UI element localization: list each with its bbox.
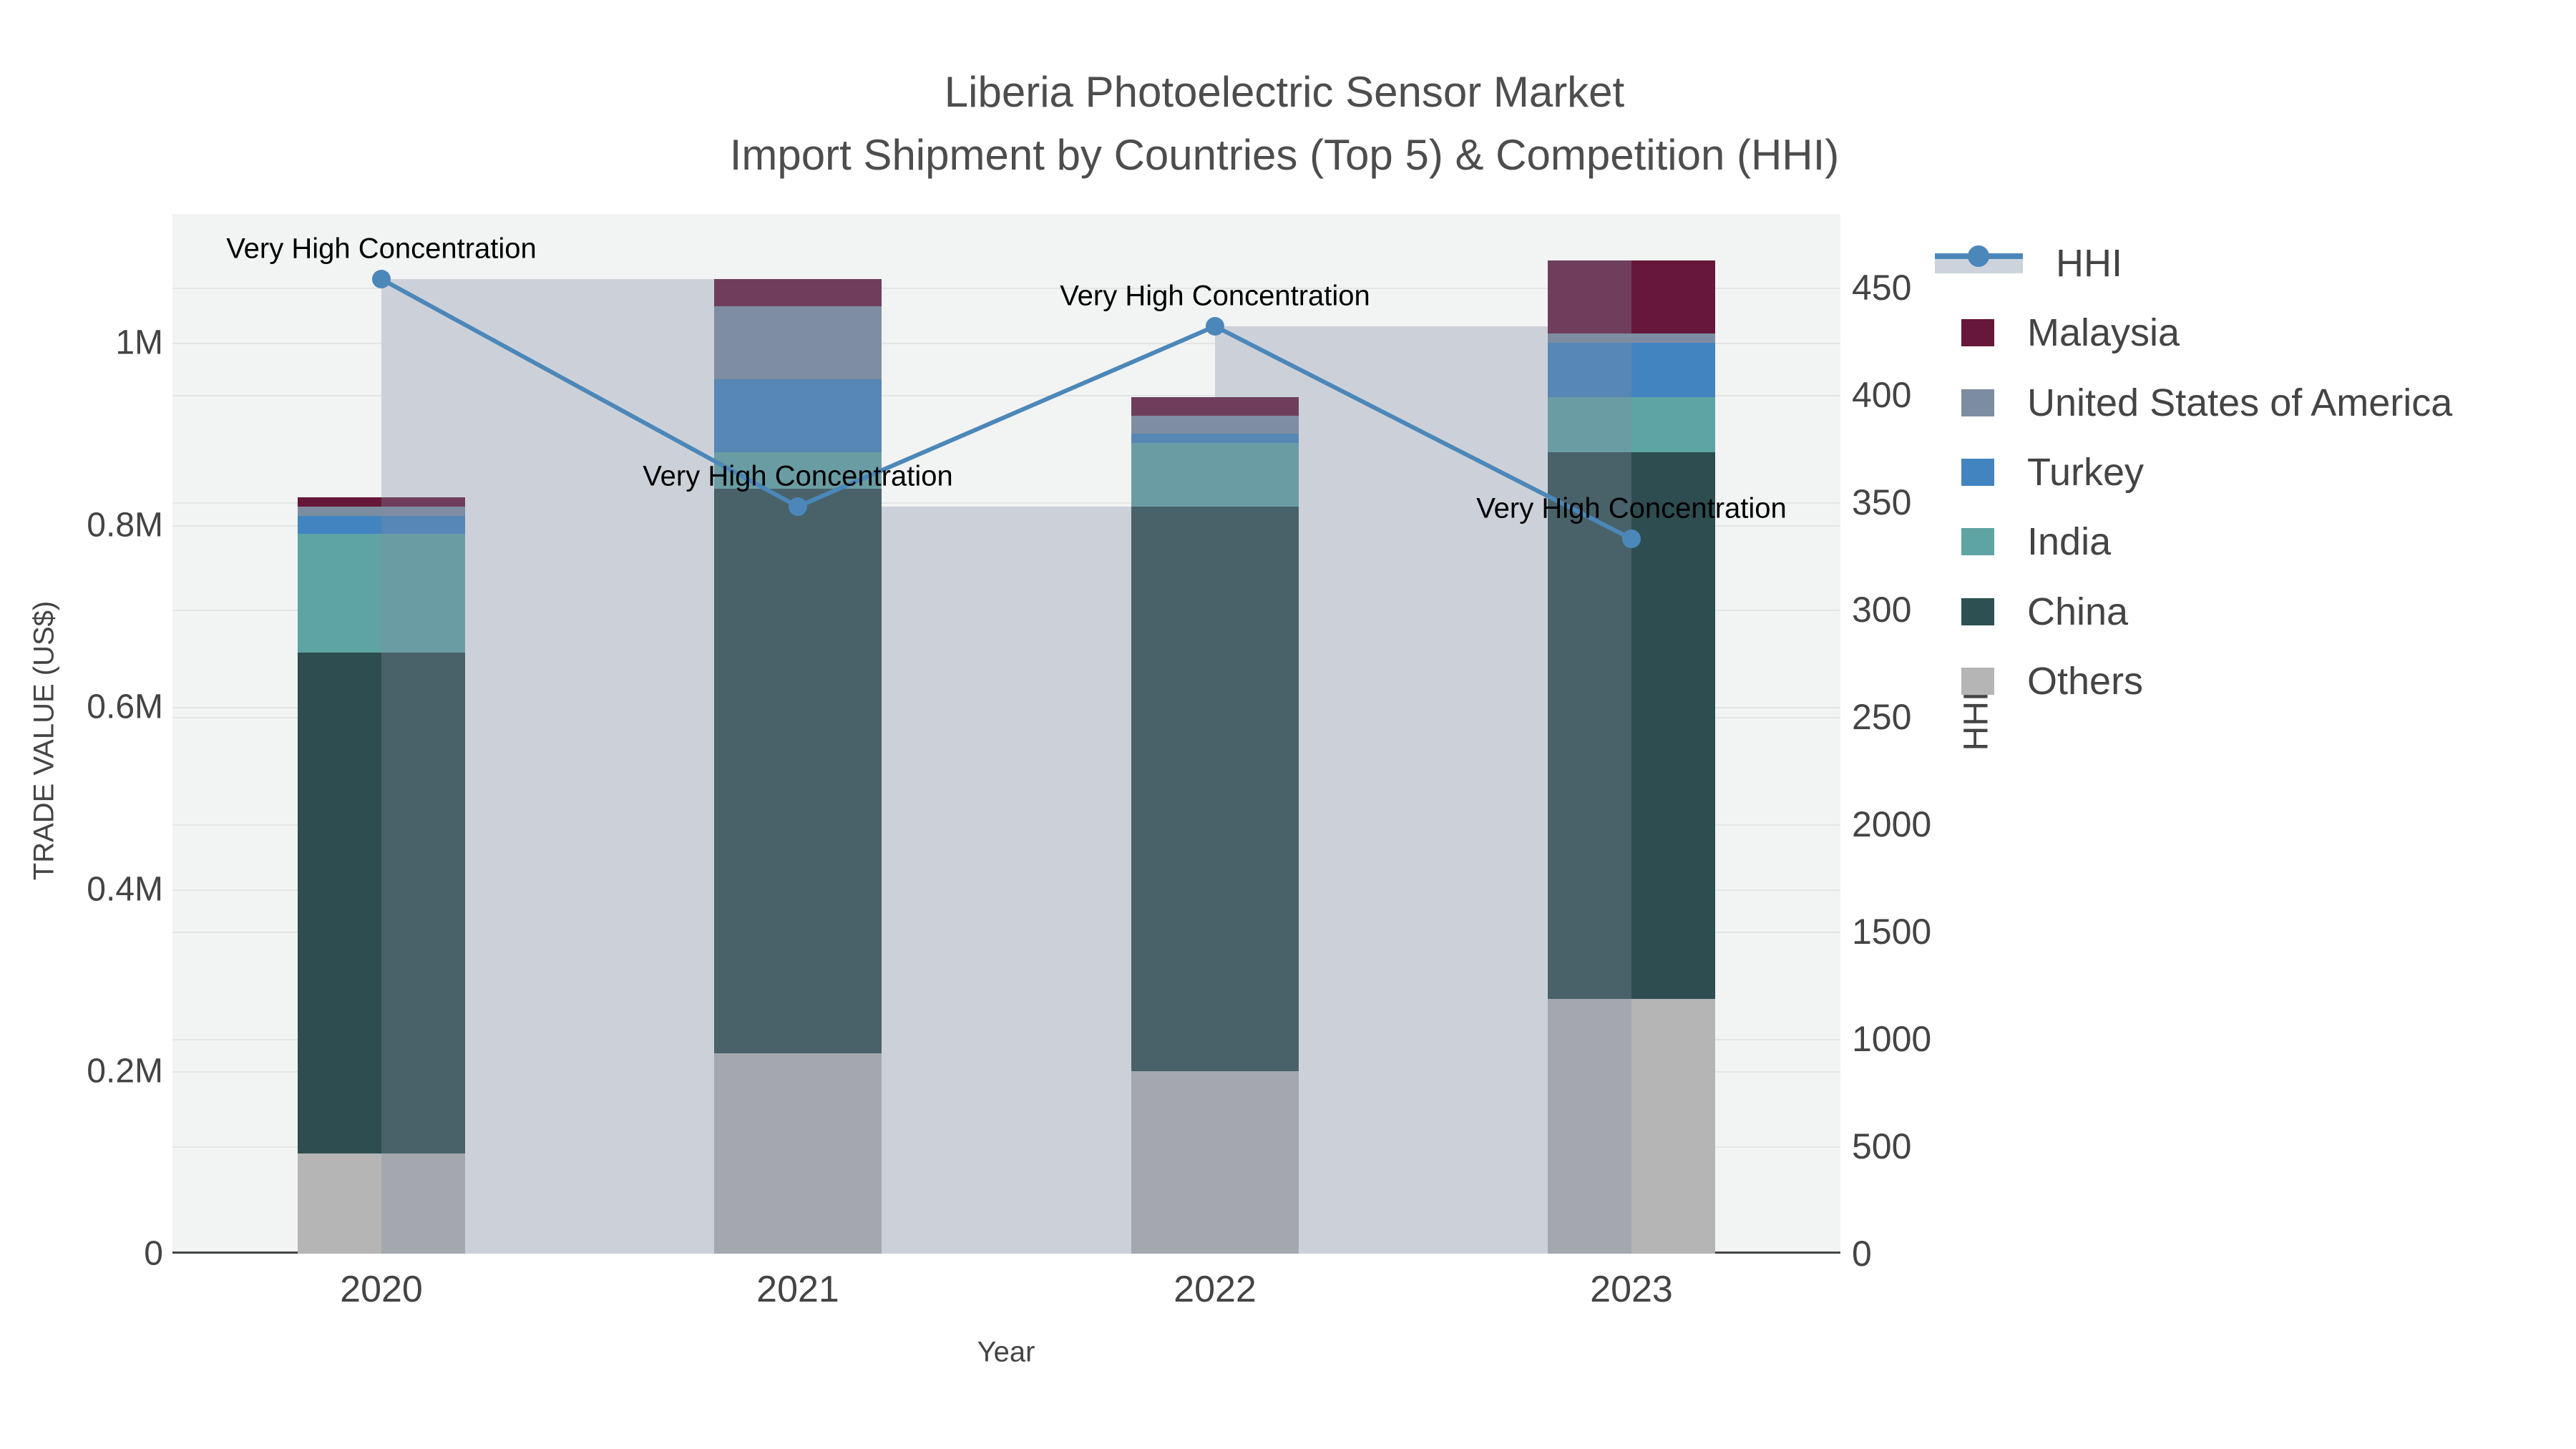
bar-segment-united-states-of-america-2021[interactable] (714, 306, 798, 379)
bar-segment-malaysia-2023[interactable] (1631, 260, 1715, 334)
annotation-2022: Very High Concentration (1060, 280, 1370, 312)
bar-segment-turkey-2022[interactable] (1215, 434, 1299, 444)
legend-label: HHI (2056, 242, 2122, 285)
y2-axis-tick-0: 0 (1852, 1234, 1872, 1274)
bar-segment-others-2020[interactable] (298, 1153, 381, 1254)
bar-segment-others-2023[interactable] (1631, 998, 1715, 1254)
bar-segment-malaysia-2022[interactable] (1131, 397, 1215, 416)
bar-segment-turkey-2023[interactable] (1631, 343, 1715, 398)
legend-swatch-icon (1961, 319, 1994, 347)
y2-axis-tick-2000: 2000 (1852, 804, 1932, 844)
legend-item-india[interactable]: India (1935, 507, 2111, 576)
bar-segment-united-states-of-america-2023[interactable] (1548, 333, 1631, 343)
y2-axis-tick-400: 400 (1852, 375, 1912, 415)
bar-segment-turkey-2020[interactable] (298, 515, 381, 535)
y2-axis-tick-1000: 1000 (1852, 1019, 1932, 1059)
chart-title: Liberia Photoelectric Sensor Market Impo… (730, 69, 1840, 179)
bar-segment-china-2022[interactable] (1131, 507, 1215, 1072)
bar-segment-united-states-of-america-2020[interactable] (381, 507, 465, 516)
bar-segment-others-2020[interactable] (381, 1153, 465, 1254)
bar-segment-malaysia-2021[interactable] (714, 278, 798, 307)
x-axis-tick-2021: 2021 (756, 1269, 839, 1310)
legend-item-turkey[interactable]: Turkey (1935, 438, 2144, 507)
hhi-legend-swatch-icon (1935, 245, 2023, 279)
bar-segment-india-2020[interactable] (381, 534, 465, 653)
legend-item-united-states-of-america[interactable]: United States of America (1935, 369, 2452, 437)
bar-segment-malaysia-2023[interactable] (1548, 260, 1631, 334)
bar-segment-turkey-2021[interactable] (798, 379, 882, 452)
legend-label: Turkey (2027, 450, 2145, 494)
bar-segment-turkey-2021[interactable] (714, 379, 798, 452)
legend-swatch-icon (1961, 528, 1994, 556)
bar-segment-india-2022[interactable] (1131, 443, 1215, 507)
y-axis-tick-1M: 1M (115, 323, 163, 362)
x-axis-title: Year (977, 1336, 1035, 1368)
y-axis-tick-0: 0 (144, 1234, 163, 1273)
y-axis-tick-0.6M: 0.6M (87, 688, 163, 726)
legend-item-china[interactable]: China (1935, 577, 2128, 646)
bar-segment-india-2022[interactable] (1215, 443, 1299, 507)
y2-axis-tick-300: 300 (1852, 590, 1912, 630)
bar-segment-china-2022[interactable] (1215, 507, 1299, 1072)
annotation-2021: Very High Concentration (643, 460, 953, 492)
legend-label: Others (2027, 659, 2144, 703)
bar-segment-india-2023[interactable] (1548, 397, 1631, 452)
legend-swatch-icon (1961, 458, 1994, 486)
y2-axis-tick-450: 450 (1852, 268, 1912, 308)
legend-item-others[interactable]: Others (1935, 647, 2143, 716)
annotation-2023: Very High Concentration (1476, 492, 1787, 525)
plot-area (172, 214, 1840, 1254)
chart-title-line1: Liberia Photoelectric Sensor Market (944, 68, 1625, 116)
y2-axis-tick-250: 250 (1852, 697, 1912, 737)
y-axis-title: TRADE VALUE (US$) (28, 600, 60, 881)
bar-segment-china-2023[interactable] (1548, 452, 1631, 999)
y2-axis-tick-1500: 1500 (1852, 912, 1932, 952)
bar-segment-china-2021[interactable] (798, 488, 882, 1053)
bar-segment-united-states-of-america-2022[interactable] (1215, 415, 1299, 434)
bar-segment-malaysia-2020[interactable] (298, 497, 381, 507)
bar-segment-china-2020[interactable] (298, 652, 381, 1153)
bar-segment-india-2023[interactable] (1631, 397, 1715, 452)
bar-segment-others-2021[interactable] (714, 1053, 798, 1254)
bar-segment-china-2020[interactable] (381, 652, 465, 1153)
bar-segment-china-2021[interactable] (714, 488, 798, 1053)
bar-segment-india-2020[interactable] (298, 534, 381, 653)
legend-label: China (2027, 590, 2129, 633)
y2-axis-tick-350: 350 (1852, 482, 1912, 522)
y-axis-tick-0.4M: 0.4M (87, 870, 163, 909)
y-axis-tick-0.8M: 0.8M (87, 506, 163, 545)
bar-segment-others-2022[interactable] (1131, 1071, 1215, 1254)
x-axis-tick-2023: 2023 (1590, 1269, 1673, 1310)
bar-segment-turkey-2020[interactable] (381, 515, 465, 535)
bar-segment-malaysia-2021[interactable] (798, 278, 882, 307)
bar-segment-turkey-2022[interactable] (1131, 434, 1215, 444)
legend-item-hhi[interactable]: HHI (1935, 229, 2122, 298)
legend-label: India (2027, 520, 2112, 564)
bar-segment-turkey-2023[interactable] (1548, 343, 1631, 398)
bar-segment-united-states-of-america-2023[interactable] (1631, 333, 1715, 343)
x-axis-tick-2022: 2022 (1174, 1269, 1257, 1310)
hhi-dot-icon (1968, 245, 1989, 267)
bar-segment-malaysia-2020[interactable] (381, 497, 465, 507)
legend-swatch-icon (1961, 667, 1994, 695)
bar-segment-united-states-of-america-2021[interactable] (798, 306, 882, 379)
legend-swatch-icon (1961, 597, 1994, 625)
bar-segment-united-states-of-america-2020[interactable] (298, 507, 381, 516)
legend-swatch-icon (1961, 389, 1994, 416)
legend-item-malaysia[interactable]: Malaysia (1935, 298, 2180, 367)
chart-title-line2: Import Shipment by Countries (Top 5) & C… (729, 131, 1840, 179)
bar-segment-china-2023[interactable] (1631, 452, 1715, 999)
legend-label: Malaysia (2027, 311, 2180, 355)
annotation-2020: Very High Concentration (226, 233, 537, 265)
bar-segment-others-2021[interactable] (798, 1053, 882, 1254)
bar-segment-others-2023[interactable] (1548, 998, 1631, 1254)
bar-segment-others-2022[interactable] (1215, 1071, 1299, 1254)
x-axis-tick-2020: 2020 (340, 1269, 423, 1310)
y2-axis-tick-500: 500 (1852, 1126, 1912, 1166)
bar-segment-malaysia-2022[interactable] (1215, 397, 1299, 416)
bar-segment-united-states-of-america-2022[interactable] (1131, 415, 1215, 434)
legend-label: United States of America (2027, 381, 2453, 424)
y-axis-tick-0.2M: 0.2M (87, 1052, 163, 1091)
